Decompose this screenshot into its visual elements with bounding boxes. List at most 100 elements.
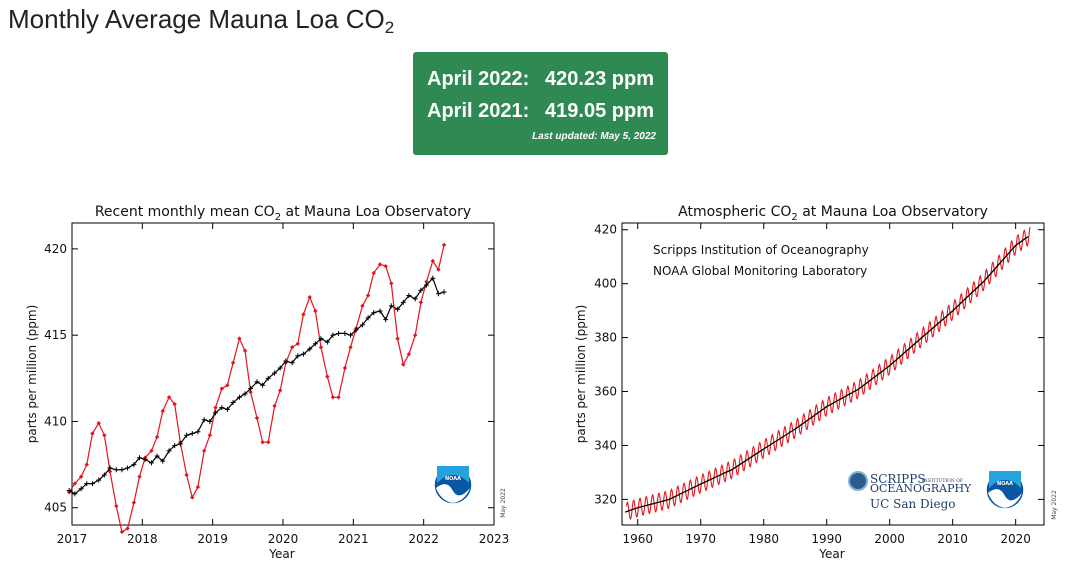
chart1-monthly-point: [424, 279, 429, 284]
chart1-xtick-label: 2019: [197, 532, 228, 546]
chart1-monthly-point: [365, 293, 371, 298]
chart1-trend-point: [166, 448, 172, 454]
annotation-scripps: Scripps Institution of Oceanography: [653, 243, 869, 257]
chart1-monthly-point: [377, 262, 383, 267]
chart1-monthly-point: [78, 474, 84, 479]
chart1-trend-point: [189, 431, 195, 437]
noaa-logo: NOAA: [433, 465, 473, 505]
chart2-ytick-label: 360: [594, 385, 617, 399]
svg-text:SCRIPPS: SCRIPPS: [870, 472, 926, 486]
chart1-trend-point: [400, 299, 406, 305]
chart1-trend-point: [359, 322, 365, 328]
chart1-trend-point: [318, 336, 324, 342]
chart1-xlabel: Year: [268, 547, 294, 561]
chart1-trend-point: [283, 358, 289, 364]
chart1-trend-point: [300, 351, 306, 357]
chart1-monthly-point: [202, 448, 207, 453]
chart1-monthly-point: [277, 388, 283, 393]
chart1-monthly-point: [119, 529, 125, 535]
svg-text:NOAA: NOAA: [445, 476, 461, 482]
chart1-trend-point: [406, 292, 412, 298]
chart1-monthly-point: [418, 300, 424, 305]
chart1-monthly-point: [266, 439, 271, 445]
chart1-trend-point: [272, 370, 278, 376]
chart1-monthly-point: [325, 374, 330, 379]
chart1-trend-point: [125, 465, 131, 471]
chart1-monthly-point: [389, 281, 394, 286]
chart1-monthly-point: [195, 484, 201, 490]
chart1-monthly-point: [107, 469, 113, 474]
chart1-ytick-label: 405: [44, 501, 67, 515]
chart1-trend-point: [260, 382, 266, 388]
chart2-xtick-label: 1970: [685, 532, 716, 546]
chart1-trend-point: [265, 375, 271, 381]
chart1-trend-point: [219, 405, 225, 411]
chart1-monthly-point: [172, 402, 177, 407]
chart1-trend-point: [154, 453, 160, 459]
chart1-monthly-point: [219, 386, 225, 391]
chart1-trend-point: [353, 327, 359, 333]
chart2-ytick-label: 400: [594, 277, 617, 291]
chart2-ytick-label: 340: [594, 438, 617, 452]
chart1-monthly-point: [430, 258, 436, 264]
chart2-date-stamp: May 2022: [1051, 490, 1058, 520]
chart1-xtick-label: 2017: [57, 532, 88, 546]
chart1-xtick-label: 2023: [479, 532, 510, 546]
chart2-xtick-label: 1990: [811, 532, 842, 546]
chart1-xtick-label: 2018: [127, 532, 158, 546]
last-updated: Last updated: May 5, 2022: [532, 131, 656, 142]
chart1-xtick-label: 2022: [408, 532, 439, 546]
chart1-monthly-point: [401, 362, 406, 367]
chart1-trend-point: [242, 391, 248, 397]
chart1-trend-point: [336, 330, 342, 336]
chart1-trend-point: [312, 341, 318, 347]
chart1-monthly-point: [90, 431, 95, 436]
chart1-trend-point: [418, 287, 424, 293]
chart1-monthly-point: [383, 263, 388, 269]
chart1-trend-point: [101, 472, 107, 478]
chart1-trend-point: [435, 291, 441, 297]
chart1-monthly-point: [254, 415, 260, 421]
chart1-trend-point: [289, 360, 295, 366]
chart1-monthly-point: [190, 495, 195, 500]
chart1-trend-point: [195, 429, 201, 435]
chart2-xtick-label: 2000: [874, 532, 905, 546]
chart1-monthly-point: [371, 270, 376, 276]
chart1-trend-point: [160, 458, 166, 464]
chart1-monthly-point: [72, 481, 78, 486]
chart1-trend-point: [395, 306, 401, 312]
chart1-trend-point: [172, 443, 178, 449]
chart1-trend-point: [365, 315, 371, 321]
chart1-trend-point: [295, 353, 301, 359]
chart1-trend-point: [342, 330, 348, 336]
chart1-monthly-point: [436, 267, 441, 272]
chart1-xtick-label: 2020: [268, 532, 299, 546]
reading-previous-value: 419.05 ppm: [545, 100, 654, 122]
chart1-monthly-point: [360, 303, 365, 309]
chart1-trend-point: [78, 486, 84, 492]
chart1-trend-point: [330, 332, 336, 338]
chart2-xtick-label: 2010: [937, 532, 968, 546]
chart1-monthly-point: [84, 462, 89, 467]
chart1-monthly-point: [301, 312, 306, 317]
chart1-trend-point: [371, 310, 377, 316]
latest-readings-box: April 2022: 420.23 ppm April 2021: 419.0…: [413, 52, 668, 155]
chart1-trend-point: [383, 317, 389, 323]
chart1-monthly-point: [184, 472, 189, 478]
chart2-xtick-label: 2020: [1000, 532, 1031, 546]
annotation-noaa: NOAA Global Monitoring Laboratory: [653, 264, 867, 278]
chart1-monthly-point: [102, 433, 107, 438]
longterm-co2-chart: Atmospheric CO2 at Mauna Loa Observatory…: [574, 204, 1058, 561]
chart1-trend-point: [441, 289, 447, 295]
chart1-trend-point: [224, 406, 230, 412]
chart1-monthly-point: [137, 474, 142, 479]
chart1-monthly-point: [96, 420, 101, 426]
chart1-date-stamp: May 2022: [500, 488, 507, 518]
reading-current-label: April 2022:: [427, 68, 530, 90]
chart2-xlabel: Year: [818, 547, 844, 561]
chart1-monthly-point: [260, 439, 265, 445]
chart1-trend-point: [137, 455, 143, 461]
reading-previous-label: April 2021:: [427, 100, 530, 122]
chart1-monthly-point: [230, 360, 236, 365]
